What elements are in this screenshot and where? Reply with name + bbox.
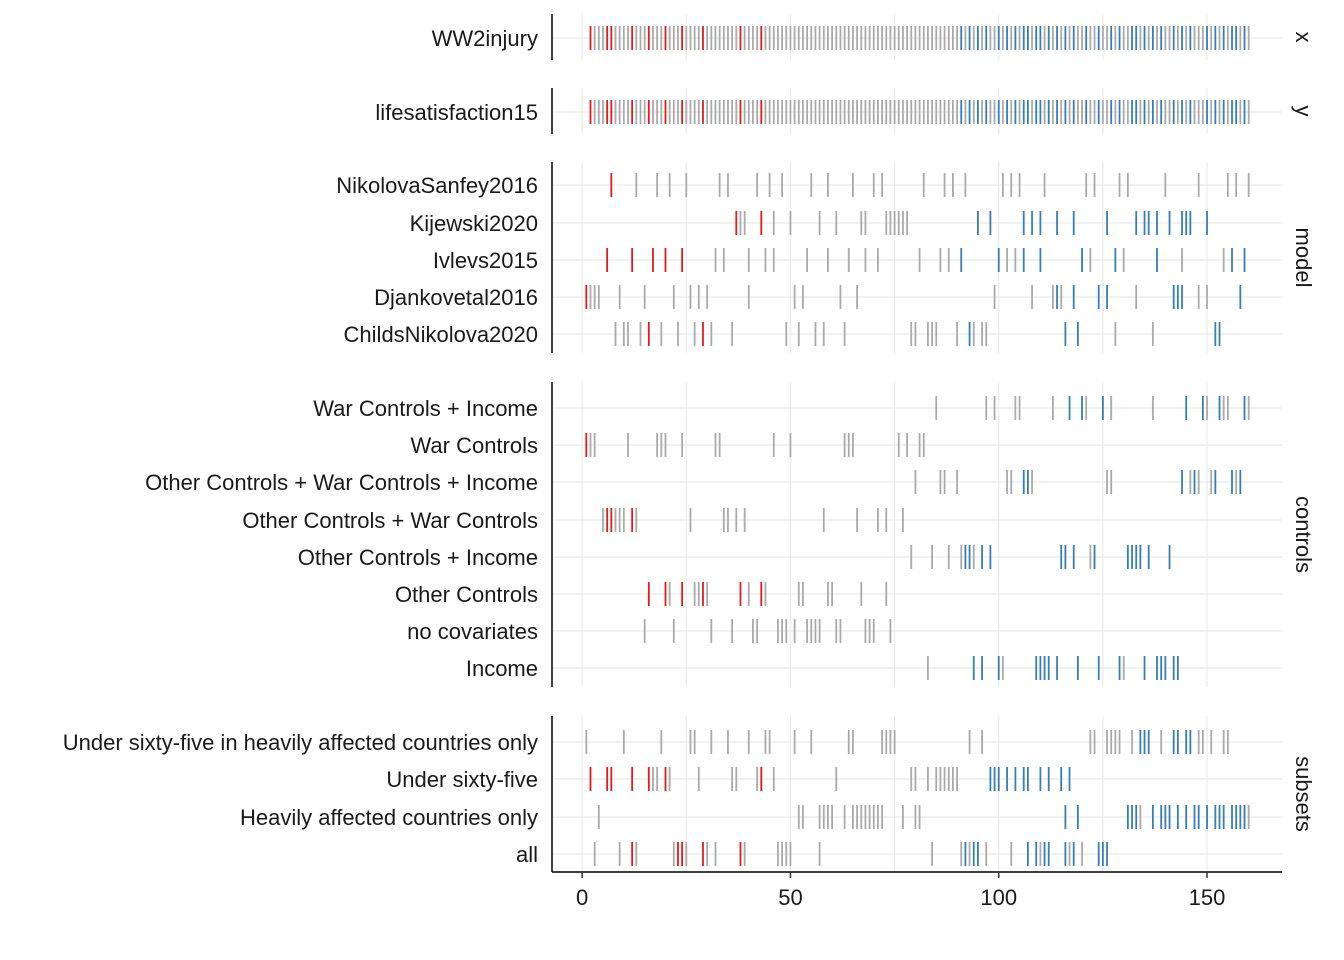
grid-layer: [553, 14, 1282, 872]
row-label: ChildsNikolova2020: [344, 322, 538, 347]
marks-layer: [585, 26, 1250, 866]
x-tick-label: 150: [1189, 885, 1226, 910]
row-label: War Controls + Income: [313, 396, 538, 421]
facet-label: x: [1291, 32, 1316, 43]
facet-label: subsets: [1291, 756, 1316, 832]
row-label: WW2injury: [432, 26, 538, 51]
row-label: Under sixty-five in heavily affected cou…: [63, 730, 538, 755]
row-label: War Controls: [410, 433, 538, 458]
row-label: NikolovaSanfey2016: [336, 173, 538, 198]
row-label: Ivlevs2015: [433, 248, 538, 273]
row-label: no covariates: [407, 619, 538, 644]
row-label: Under sixty-five: [386, 767, 538, 792]
x-tick-label: 50: [778, 885, 802, 910]
row-label: all: [516, 842, 538, 867]
x-tick-label: 100: [980, 885, 1017, 910]
row-label: Income: [466, 656, 538, 681]
facet-label: controls: [1291, 496, 1316, 573]
row-label: Djankovetal2016: [374, 285, 538, 310]
row-label: Kijewski2020: [410, 211, 538, 236]
labels-layer: WW2injury x lifesatisfaction15 y NikolovaSan…: [63, 26, 1316, 910]
row-label: Other Controls: [395, 582, 538, 607]
facet-label: model: [1291, 228, 1316, 288]
axes-layer: [551, 14, 1282, 878]
x-tick-label: 0: [576, 885, 588, 910]
row-label: Other Controls + Income: [298, 545, 538, 570]
row-label: lifesatisfaction15: [375, 100, 538, 125]
row-label: Heavily affected countries only: [240, 805, 538, 830]
row-label: Other Controls + War Controls + Income: [145, 470, 538, 495]
row-label: Other Controls + War Controls: [242, 508, 538, 533]
facet-label: y: [1291, 106, 1316, 117]
